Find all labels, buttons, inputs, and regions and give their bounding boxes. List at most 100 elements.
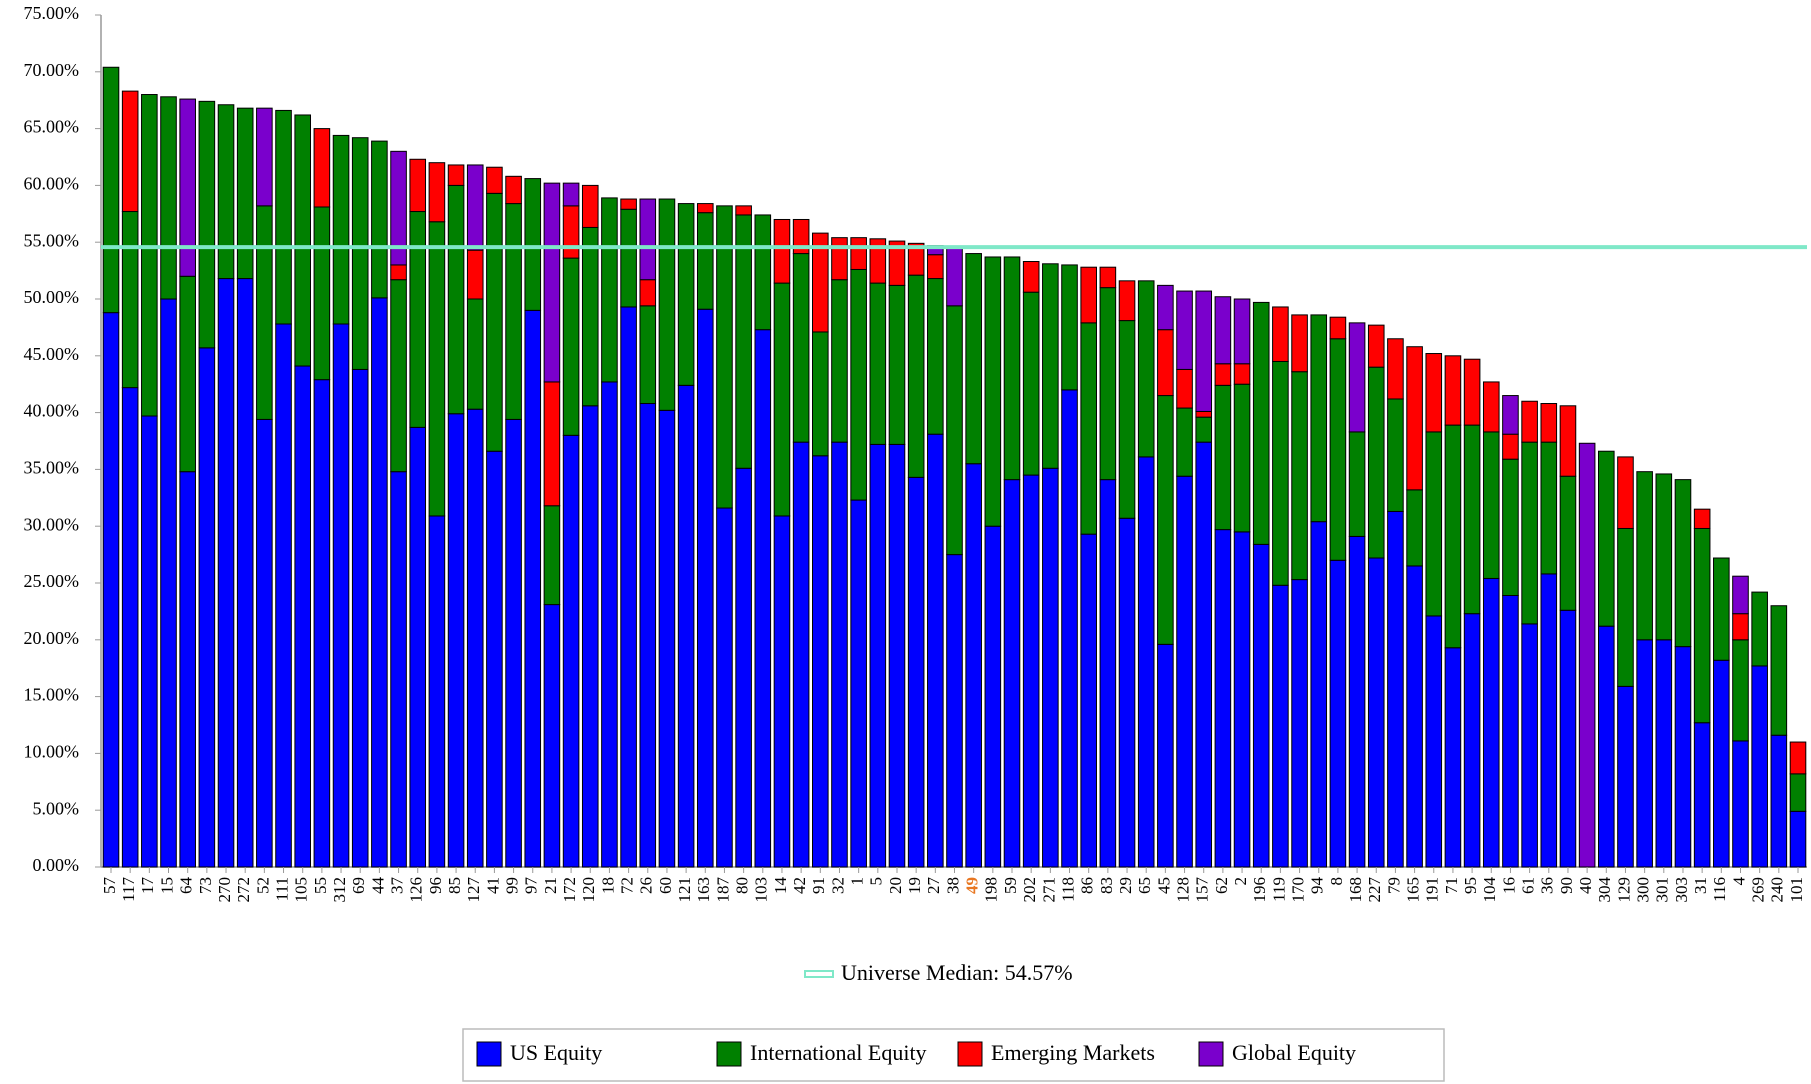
bar-segment — [677, 384, 695, 868]
bar-segment — [390, 150, 407, 266]
bar-segment — [313, 206, 331, 381]
x-tick-label: 99 — [502, 877, 521, 894]
bar-segment — [1770, 605, 1788, 736]
legend-label: International Equity — [750, 1040, 927, 1065]
x-tick-label: 118 — [1058, 877, 1077, 902]
bar-segment — [1502, 433, 1519, 460]
legend-swatch — [476, 1041, 502, 1067]
bar-segment — [812, 455, 829, 868]
x-tick-label: 4 — [1729, 877, 1748, 886]
bar-segment — [1387, 338, 1404, 400]
bar-segment — [160, 298, 177, 868]
x-tick-label: 31 — [1691, 877, 1710, 894]
x-tick-label: 21 — [541, 877, 560, 894]
y-tick-label: 0.00% — [33, 855, 80, 875]
y-tick-label: 75.00% — [24, 3, 80, 23]
x-tick-label: 120 — [579, 877, 598, 903]
x-tick-label: 103 — [752, 877, 771, 903]
x-tick-label: 304 — [1595, 877, 1614, 903]
bar-segment — [927, 254, 944, 280]
bar-segment — [198, 100, 216, 349]
bar-segment — [1348, 322, 1366, 433]
bar-segment — [390, 264, 407, 281]
x-tick-label: 62 — [1212, 877, 1231, 894]
bar-segment — [524, 309, 542, 868]
x-tick-label: 128 — [1173, 877, 1192, 903]
bar-segment — [1099, 266, 1117, 289]
bar-segment — [1233, 298, 1251, 365]
bar-segment — [217, 278, 235, 868]
bar-segment — [121, 90, 139, 213]
bar-segment — [1732, 740, 1749, 868]
bar-segment — [1291, 371, 1308, 581]
bar-segment — [505, 175, 522, 205]
bar-segment — [543, 505, 561, 606]
bar-segment — [869, 282, 887, 445]
x-tick-label: 301 — [1653, 877, 1672, 903]
x-tick-label: 19 — [905, 877, 924, 894]
bar-segment — [1789, 773, 1807, 812]
bar-segment — [179, 98, 196, 277]
bar-segment — [888, 284, 906, 445]
bar-segment — [581, 184, 599, 228]
bar-segment — [1674, 479, 1692, 648]
bar-segment — [1406, 565, 1423, 868]
bar-segment — [160, 96, 177, 300]
x-tick-label: 202 — [1020, 877, 1039, 903]
x-tick-label: 49 — [963, 877, 982, 894]
bar-segment — [294, 114, 312, 367]
x-tick-label: 41 — [483, 877, 502, 894]
bar-segment — [1770, 734, 1788, 868]
bar-segment — [984, 525, 1002, 868]
bar-segment — [351, 137, 369, 370]
bar-segment — [658, 409, 676, 868]
y-tick-label: 20.00% — [24, 628, 80, 648]
y-tick-label: 40.00% — [24, 401, 80, 421]
bar-segment — [1578, 442, 1596, 868]
bar-segment — [217, 104, 235, 280]
y-tick-label: 10.00% — [24, 742, 80, 762]
bar-segment — [1176, 290, 1193, 370]
bar-segment — [1463, 358, 1481, 426]
bar-segment — [1367, 557, 1385, 868]
x-tick-label: 86 — [1078, 877, 1097, 894]
bar-segment — [1559, 609, 1577, 868]
bar-segment — [1214, 363, 1232, 386]
bar-segment — [1732, 613, 1749, 641]
bar-segment — [1617, 527, 1634, 687]
x-tick-label: 65 — [1135, 877, 1154, 894]
bar-segment — [562, 434, 580, 868]
bar-segment — [1118, 517, 1136, 868]
bar-segment — [1118, 320, 1136, 519]
bar-segment — [965, 253, 982, 465]
bar-segment — [1655, 639, 1673, 868]
bar-segment — [888, 240, 906, 286]
bar-segment — [1502, 594, 1519, 868]
bar-segment — [390, 279, 407, 473]
bar-segment — [773, 218, 791, 284]
x-tick-label: 303 — [1672, 877, 1691, 903]
bar-segment — [1252, 301, 1270, 545]
bar-segment — [1080, 322, 1097, 535]
bar-segment — [620, 208, 637, 308]
bar-segment — [716, 205, 733, 509]
bar-segment — [543, 182, 561, 383]
x-tick-label: 61 — [1519, 877, 1538, 894]
bar-segment — [102, 66, 120, 314]
legend-label: Emerging Markets — [991, 1040, 1155, 1065]
bar-segment — [1751, 591, 1768, 667]
bar-segment — [121, 387, 139, 868]
bar-segment — [1272, 360, 1289, 586]
bar-segment — [888, 443, 906, 868]
bar-segment — [677, 203, 695, 386]
x-tick-label: 96 — [426, 877, 445, 894]
x-tick-label: 240 — [1768, 877, 1787, 903]
bar-segment — [965, 463, 982, 868]
bar-segment — [792, 253, 810, 443]
x-tick-label: 163 — [694, 877, 713, 903]
legend-box — [462, 1028, 1445, 1082]
bar-segment — [1425, 431, 1443, 617]
bar-segment — [1693, 722, 1711, 868]
bar-segment — [102, 312, 120, 868]
x-tick-label: 172 — [560, 877, 579, 903]
